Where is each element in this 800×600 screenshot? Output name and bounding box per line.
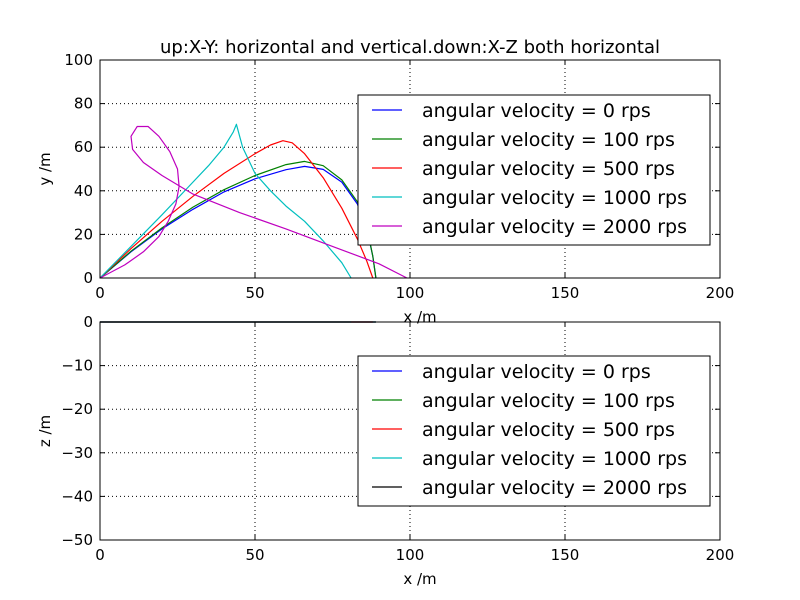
- x-tick-label: 0: [95, 546, 105, 564]
- x-tick-label: 100: [396, 284, 425, 302]
- legend-label-2: angular velocity = 500 rps: [422, 419, 675, 441]
- legend-label-4: angular velocity = 2000 rps: [422, 216, 687, 238]
- y-axis-label: y /m: [36, 152, 54, 185]
- legend-box: [357, 355, 711, 507]
- x-tick-label: 150: [551, 546, 580, 564]
- x-axis-label: x /m: [403, 308, 436, 326]
- top-panel-xy: 0 50 100 150 200 0 20 40 60 80 100 x /m y /m angular …: [36, 51, 734, 326]
- legend-label-3: angular velocity = 1000 rps: [422, 187, 687, 209]
- x-tick-label: 150: [551, 284, 580, 302]
- figure-title: up:X-Y: horizontal and vertical.down:X-Z…: [160, 37, 660, 58]
- y-tick-label: 20: [74, 225, 93, 243]
- y-tick-label: 0: [83, 313, 93, 331]
- y-tick-label: 40: [74, 182, 93, 200]
- x-axis-label: x /m: [403, 570, 436, 588]
- x-tick-label: 100: [396, 546, 425, 564]
- x-tick-label: 0: [95, 284, 105, 302]
- legend-box: [357, 94, 711, 246]
- y-tick-label: 80: [74, 95, 93, 113]
- bottom-panel-xz: 0 50 100 150 200 −50 −40 −30 −20 −10 0 x /m z /m angu…: [36, 313, 734, 588]
- y-tick-label: −40: [61, 487, 93, 505]
- y-tick-label: 0: [83, 269, 93, 287]
- y-tick-label: −30: [61, 444, 93, 462]
- legend-label-1: angular velocity = 100 rps: [422, 390, 675, 412]
- legend: angular velocity = 0 rps angular velocity…: [357, 355, 711, 507]
- legend-label-0: angular velocity = 0 rps: [422, 100, 651, 122]
- y-tick-label: −20: [61, 400, 93, 418]
- legend-label-0: angular velocity = 0 rps: [422, 361, 651, 383]
- legend-label-3: angular velocity = 1000 rps: [422, 448, 687, 470]
- y-tick-label: 100: [64, 51, 93, 69]
- series-line-3: [100, 123, 352, 279]
- y-tick-label: 60: [74, 138, 93, 156]
- legend-label-4: angular velocity = 2000 rps: [422, 477, 687, 499]
- legend: angular velocity = 0 rps angular velocity…: [357, 94, 711, 246]
- x-tick-label: 50: [245, 546, 264, 564]
- y-axis-label: z /m: [36, 415, 54, 447]
- x-tick-label: 50: [245, 284, 264, 302]
- legend-label-2: angular velocity = 500 rps: [422, 158, 675, 180]
- y-tick-label: −50: [61, 531, 93, 549]
- series-line-4: [100, 125, 408, 279]
- x-tick-label: 200: [706, 546, 735, 564]
- y-tick-label: −10: [61, 357, 93, 375]
- legend-label-1: angular velocity = 100 rps: [422, 129, 675, 151]
- x-tick-label: 200: [706, 284, 735, 302]
